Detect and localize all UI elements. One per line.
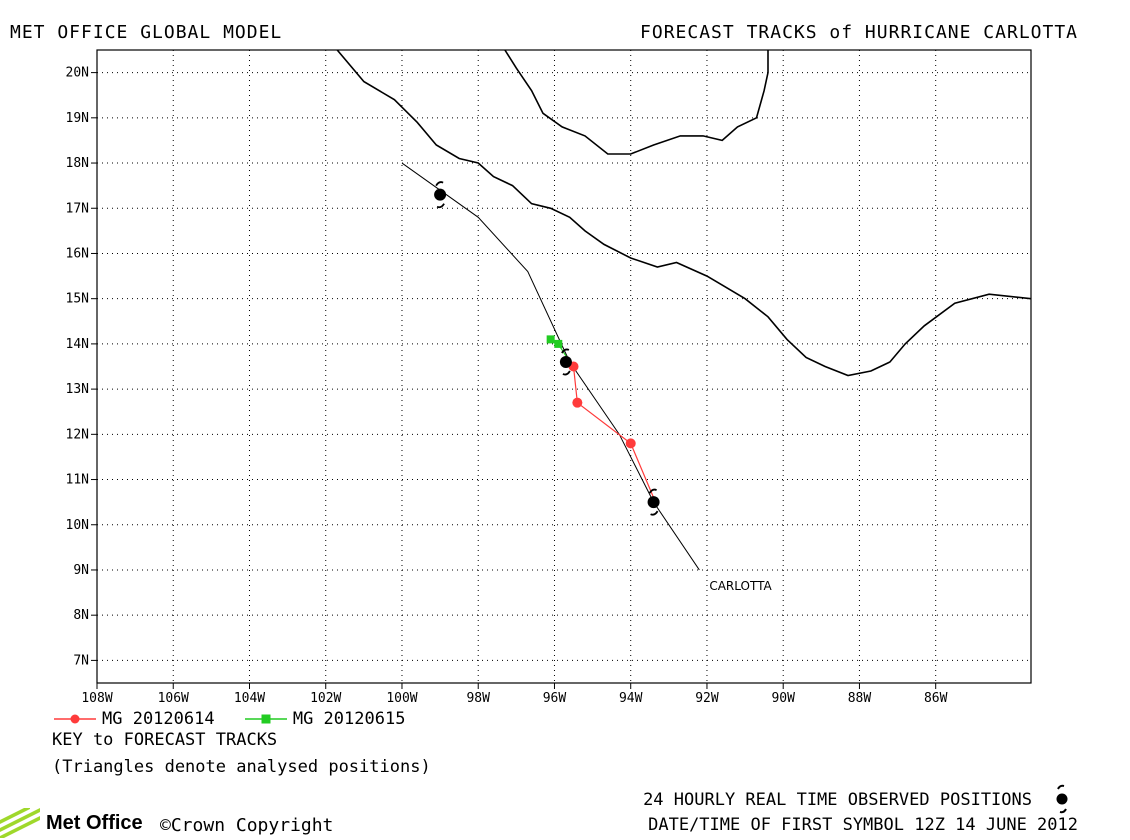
met-office-logo-icon xyxy=(0,808,40,838)
hurricane-core xyxy=(647,496,660,509)
x-tick-label: 102W xyxy=(310,691,341,706)
y-tick-label: 8N xyxy=(73,608,89,623)
legend-item-mg20120615: MG 20120615 xyxy=(243,709,406,729)
hurricane-arm xyxy=(561,348,570,354)
x-tick-label: 100W xyxy=(386,691,417,706)
x-tick-label: 88W xyxy=(848,691,872,706)
y-tick-label: 18N xyxy=(66,156,89,171)
forecast-track-line xyxy=(572,366,655,498)
map-title-left: MET OFFICE GLOBAL MODEL xyxy=(10,22,283,43)
y-tick-label: 17N xyxy=(66,201,89,216)
legend-item-mg20120614: MG 20120614 xyxy=(52,709,215,729)
y-tick-label: 9N xyxy=(73,563,89,578)
hurricane-arm xyxy=(436,203,445,209)
x-tick-label: 92W xyxy=(695,691,719,706)
x-tick-label: 104W xyxy=(234,691,265,706)
y-tick-label: 15N xyxy=(66,292,89,307)
y-tick-label: 11N xyxy=(66,473,89,488)
hurricane-marker-icon xyxy=(434,181,447,209)
x-tick-label: 86W xyxy=(924,691,948,706)
map-frame xyxy=(96,49,1032,684)
crown-copyright: ©Crown Copyright xyxy=(160,815,333,836)
y-tick-label: 19N xyxy=(66,111,89,126)
forecast-point xyxy=(546,335,555,344)
storm-name-label: CARLOTTA xyxy=(709,579,772,593)
met-office-logo: Met Office xyxy=(0,808,143,838)
x-tick-label: 94W xyxy=(619,691,643,706)
copyright-text: Crown Copyright xyxy=(170,815,334,836)
hurricane-marker-icon xyxy=(559,348,572,376)
coastline xyxy=(336,50,1031,377)
hurricane-core xyxy=(559,355,572,368)
legend-title: KEY to FORECAST TRACKS xyxy=(52,730,278,750)
y-tick-label: 14N xyxy=(66,337,89,352)
hurricane-arm xyxy=(562,370,571,376)
legend-green-marker-icon xyxy=(244,714,287,724)
x-tick-label: 106W xyxy=(158,691,189,706)
coastlines xyxy=(336,50,1031,377)
x-tick-label: 90W xyxy=(771,691,795,706)
observed-track-line xyxy=(401,162,700,571)
hurricane-arm xyxy=(650,510,659,516)
y-tick-label: 20N xyxy=(66,66,89,81)
forecast-point xyxy=(554,339,563,348)
met-office-brand: Met Office xyxy=(46,811,143,834)
forecast-point xyxy=(572,397,583,408)
map-title-right: FORECAST TRACKS of HURRICANE CARLOTTA xyxy=(640,22,1078,43)
y-tick-label: 12N xyxy=(66,427,89,442)
y-tick-label: 10N xyxy=(66,518,89,533)
x-tick-label: 108W xyxy=(81,691,112,706)
axis-ticks: 108W 106W 104W 102W 100W 98W 96W 94W 92W 90W 88W 86… xyxy=(66,66,948,706)
legend-label-red: MG 20120614 xyxy=(102,709,215,729)
y-tick-label: 13N xyxy=(66,382,89,397)
hurricane-core xyxy=(434,188,447,201)
x-tick-label: 96W xyxy=(543,691,567,706)
observed-positions-note: 24 HOURLY REAL TIME OBSERVED POSITIONS xyxy=(643,790,1032,810)
legend-red-marker-icon xyxy=(54,714,96,724)
forecast-legend: MG 20120614 MG 20120615 xyxy=(52,709,423,729)
legend-note: (Triangles denote analysed positions) xyxy=(52,757,431,777)
hurricane-marker-icon xyxy=(647,488,660,516)
coastline xyxy=(504,50,769,155)
x-tick-label: 98W xyxy=(466,691,490,706)
tracks: CARLOTTA xyxy=(401,162,772,593)
y-tick-label: 7N xyxy=(73,653,89,668)
hurricane-arm xyxy=(435,181,444,187)
graticule xyxy=(96,50,1031,683)
forecast-point xyxy=(625,438,636,449)
first-symbol-datetime: DATE/TIME OF FIRST SYMBOL 12Z 14 JUNE 20… xyxy=(648,815,1078,835)
hurricane-symbol-icon xyxy=(1056,784,1068,814)
y-tick-label: 16N xyxy=(66,246,89,261)
legend-label-green: MG 20120615 xyxy=(292,709,406,729)
hurricane-arm xyxy=(648,488,657,494)
copyright-icon: © xyxy=(160,815,171,836)
